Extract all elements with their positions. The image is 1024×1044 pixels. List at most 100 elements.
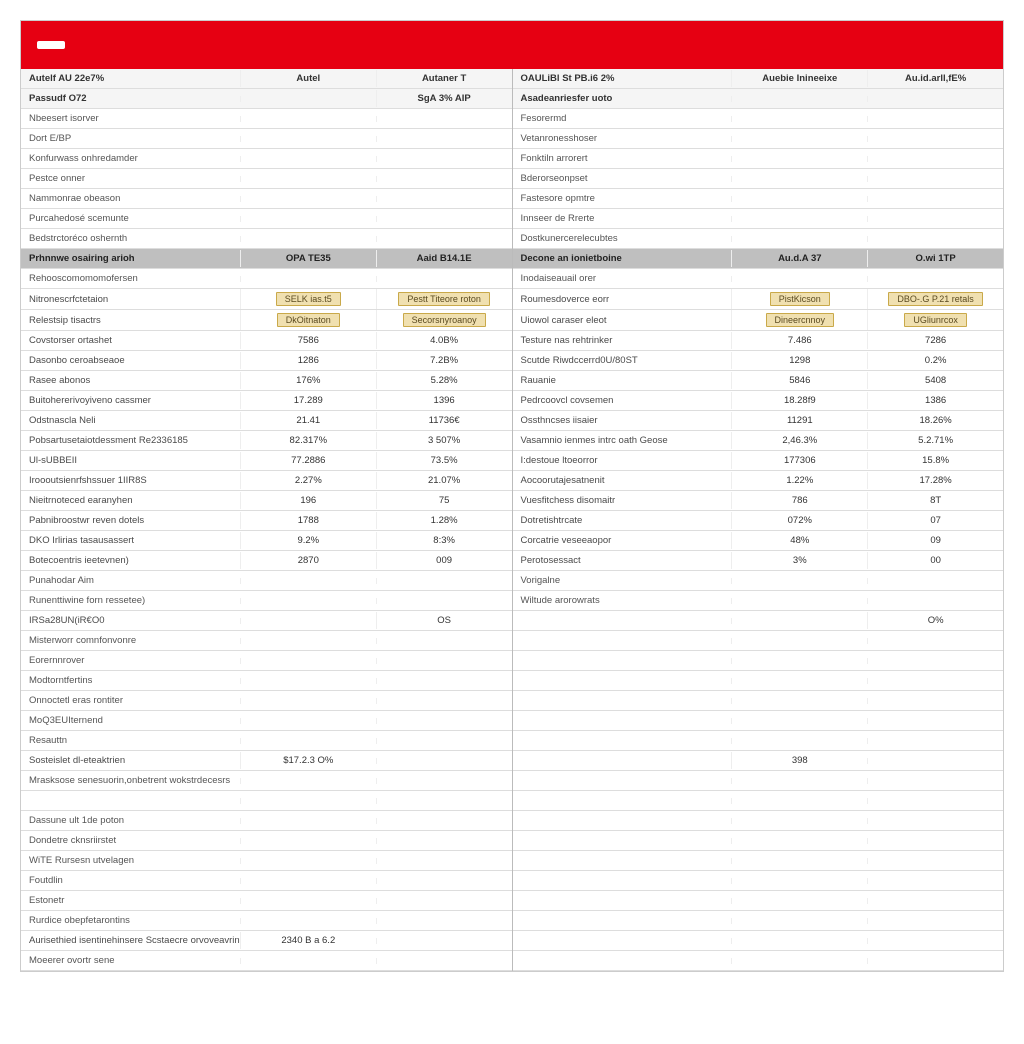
table-row — [513, 691, 1004, 711]
table-row: Bderorseonpset — [513, 169, 1004, 189]
row-label: Dondetre cknsriirstet — [21, 832, 240, 849]
table-row: Nieitrnoteced earanyhen19675 — [21, 491, 512, 511]
row-label: Onnoctetl eras rontiter — [21, 692, 240, 709]
row-value-1 — [240, 136, 376, 142]
row-value-1 — [731, 778, 867, 784]
row-value-2 — [376, 918, 512, 924]
table-row: Mrasksose senesuorin,onbetrent wokstrdec… — [21, 771, 512, 791]
row-value-1 — [731, 196, 867, 202]
row-value-2: 73.5% — [376, 452, 512, 469]
row-value-1 — [731, 938, 867, 944]
row-value-2: 0.2% — [867, 352, 1003, 369]
table-row: Botecoentris ieetevnen)2870009 — [21, 551, 512, 571]
row-value-2 — [867, 838, 1003, 844]
row-value-2: 07 — [867, 512, 1003, 529]
row-value-1 — [731, 236, 867, 242]
row-value-2 — [376, 176, 512, 182]
row-label: Covstorser ortashet — [21, 332, 240, 349]
row-value-2 — [376, 878, 512, 884]
row-value-2 — [867, 136, 1003, 142]
row-label — [513, 758, 732, 764]
row-value-2: 1.28% — [376, 512, 512, 529]
row-label: Corcatrie veseeaopor — [513, 532, 732, 549]
row-value-2 — [867, 958, 1003, 964]
row-value-1 — [240, 738, 376, 744]
row-value-2 — [867, 758, 1003, 764]
row-value-1 — [240, 838, 376, 844]
row-value-2 — [867, 818, 1003, 824]
table-row: Rauanie58465408 — [513, 371, 1004, 391]
row-value-1 — [731, 638, 867, 644]
row-value-1 — [240, 718, 376, 724]
table-row — [513, 851, 1004, 871]
row-value-2 — [376, 196, 512, 202]
table-row: 398 — [513, 751, 1004, 771]
table-row: Odstnascla Neli21.4111736€ — [21, 411, 512, 431]
table-row: Vetanronesshoser — [513, 129, 1004, 149]
row-value-1 — [731, 858, 867, 864]
table-row: Vasamnio ienmes intrc oath Geose2,46.3%5… — [513, 431, 1004, 451]
row-value-1: 82.317% — [240, 432, 376, 449]
row-value-2: SgA 3% AIP — [376, 90, 512, 107]
row-value-2 — [376, 678, 512, 684]
table-row — [21, 791, 512, 811]
row-label — [513, 658, 732, 664]
row-value-2: 3 507% — [376, 432, 512, 449]
row-value-1 — [240, 196, 376, 202]
table-row: OAULiBl St PB.i6 2%Auebie InineeixeAu.id… — [513, 69, 1004, 89]
row-value-1: 1298 — [731, 352, 867, 369]
row-label: Odstnascla Neli — [21, 412, 240, 429]
row-value-1: 3% — [731, 552, 867, 569]
row-value-1 — [731, 598, 867, 604]
table-row: Rurdice obepfetarontins — [21, 911, 512, 931]
row-label: Pedrcoovcl covsemen — [513, 392, 732, 409]
row-value-1: Dineercnnoy — [731, 310, 867, 330]
table-row: O% — [513, 611, 1004, 631]
row-value-2: 11736€ — [376, 412, 512, 429]
row-label: Pobsartusetaiotdessment Re2336185 — [21, 432, 240, 449]
row-value-1 — [731, 658, 867, 664]
row-value-1: 1.22% — [731, 472, 867, 489]
row-value-1: 48% — [731, 532, 867, 549]
row-value-1: 1286 — [240, 352, 376, 369]
row-label — [513, 738, 732, 744]
row-label: Aocoorutajesatnenit — [513, 472, 732, 489]
row-value-2 — [867, 116, 1003, 122]
row-value-2: 1396 — [376, 392, 512, 409]
row-label: Dotretishtrcate — [513, 512, 732, 529]
pill: Dineercnnoy — [766, 313, 835, 327]
table-row: Pabnibroostwr reven dotels17881.28% — [21, 511, 512, 531]
row-label: Runenttiwine forn ressetee) — [21, 592, 240, 609]
row-value-2 — [867, 236, 1003, 242]
row-value-1 — [240, 778, 376, 784]
row-value-1 — [240, 898, 376, 904]
table-row: Punahodar Aim — [21, 571, 512, 591]
table-row: Pestce onner — [21, 169, 512, 189]
row-label: Dasonbo ceroabseaoe — [21, 352, 240, 369]
row-value-2 — [376, 236, 512, 242]
row-value-1 — [731, 838, 867, 844]
table-row — [513, 731, 1004, 751]
row-value-1 — [240, 176, 376, 182]
row-value-1: Au.d.A 37 — [731, 250, 867, 267]
row-label — [513, 818, 732, 824]
row-value-1 — [731, 818, 867, 824]
row-value-1 — [731, 276, 867, 282]
row-value-1: 21.41 — [240, 412, 376, 429]
row-value-1: 18.28f9 — [731, 392, 867, 409]
row-value-1 — [240, 618, 376, 624]
row-label: Asadeanriesfer uoto — [513, 90, 732, 107]
table-row: Ossthncses iisaier1129118.26% — [513, 411, 1004, 431]
row-value-1: Autel — [240, 70, 376, 87]
table-row — [513, 951, 1004, 971]
table-row: Moeerer ovortr sene — [21, 951, 512, 971]
row-value-1: 2,46.3% — [731, 432, 867, 449]
row-value-2 — [867, 196, 1003, 202]
pill: Pestt Titeore roton — [398, 292, 490, 306]
table-row: Scutde Riwdccerrd0U/80ST12980.2% — [513, 351, 1004, 371]
table-row: NitronescrfctetaionSELK ias.t5Pestt Tite… — [21, 289, 512, 310]
row-value-2: Au.id.arll,fE% — [867, 70, 1003, 87]
row-value-1 — [240, 638, 376, 644]
row-label: Testure nas rehtrinker — [513, 332, 732, 349]
pill: UGliunrcox — [904, 313, 967, 327]
